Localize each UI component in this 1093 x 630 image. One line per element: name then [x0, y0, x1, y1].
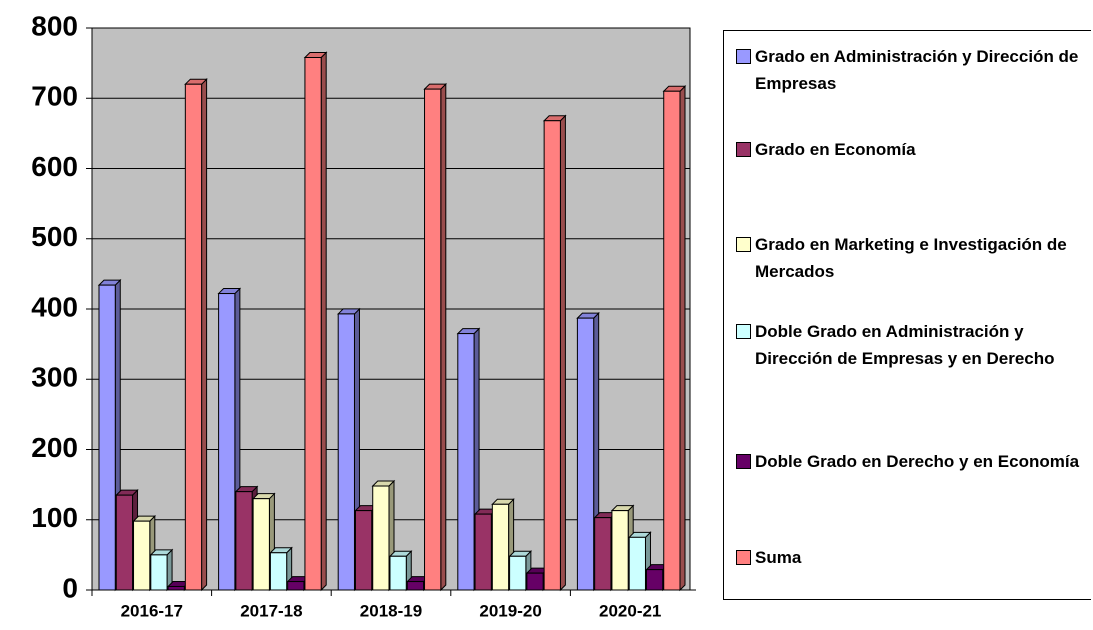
bar-side — [679, 85, 686, 592]
bar — [576, 317, 595, 591]
bar — [372, 485, 390, 591]
y-tick-label: 400 — [31, 291, 78, 322]
legend-label: Suma — [755, 548, 802, 567]
y-tick-label: 0 — [62, 572, 78, 603]
x-tick-label: 2018-19 — [360, 601, 422, 620]
legend-entry: Doble Grado en Administración y Direcció… — [736, 318, 1086, 372]
bar — [594, 517, 612, 591]
legend-swatch — [736, 142, 751, 157]
bar — [424, 88, 442, 591]
bar — [184, 83, 203, 591]
legend-swatch — [736, 550, 751, 565]
legend-swatch — [736, 454, 751, 469]
legend: Grado en Administración y Dirección de E… — [723, 30, 1091, 600]
bar-side — [559, 114, 566, 592]
bar — [526, 572, 544, 591]
bar — [287, 581, 305, 591]
bar-side — [201, 77, 208, 592]
bar — [354, 510, 373, 591]
legend-label: Grado en Economía — [755, 140, 916, 159]
bar — [235, 491, 253, 591]
bar — [406, 581, 425, 591]
bar — [457, 333, 475, 591]
legend-swatch — [736, 49, 751, 64]
legend-label: Grado en Marketing e Investigación de Me… — [755, 235, 1067, 281]
y-tick-label: 800 — [31, 10, 78, 41]
bar — [509, 555, 527, 591]
legend-entry: Doble Grado en Derecho y en Economía — [736, 448, 1086, 475]
y-tick-label: 500 — [31, 221, 78, 252]
legend-entry: Suma — [736, 544, 1086, 571]
legend-label: Grado en Administración y Dirección de E… — [755, 47, 1079, 93]
legend-entry: Grado en Administración y Dirección de E… — [736, 43, 1086, 97]
x-tick-label: 2017-18 — [240, 601, 302, 620]
bar — [663, 90, 681, 591]
bar — [269, 552, 288, 591]
x-tick-label: 2019-20 — [479, 601, 541, 620]
bar — [474, 513, 492, 591]
bar — [337, 313, 355, 591]
bar — [218, 293, 236, 591]
legend-entry: Grado en Marketing e Investigación de Me… — [736, 231, 1086, 285]
bar — [98, 284, 116, 591]
legend-label: Doble Grado en Administración y Direcció… — [755, 322, 1055, 368]
bar — [543, 120, 561, 591]
bar — [645, 569, 664, 591]
bar — [304, 57, 322, 591]
chart: 0 100 200 300 400 500 600 700 800 2016-17 2017-18 2… — [31, 10, 696, 620]
y-tick-label: 200 — [31, 432, 78, 463]
bar — [389, 555, 407, 591]
bar — [628, 536, 646, 591]
bar — [611, 510, 629, 591]
bar — [150, 554, 168, 591]
x-tick-label: 2016-17 — [121, 601, 183, 620]
bar — [252, 498, 270, 591]
bar — [491, 503, 510, 591]
legend-swatch — [736, 237, 751, 252]
y-tick-label: 700 — [31, 81, 78, 112]
y-tick-label: 600 — [31, 151, 78, 182]
legend-swatch — [736, 324, 751, 339]
legend-entry: Grado en Economía — [736, 136, 1086, 163]
bar-side — [320, 51, 327, 592]
bar — [133, 520, 151, 591]
bar — [115, 494, 134, 591]
bar-side — [440, 82, 447, 592]
y-tick-label: 100 — [31, 502, 78, 533]
y-tick-label: 300 — [31, 362, 78, 393]
legend-label: Doble Grado en Derecho y en Economía — [755, 452, 1080, 471]
bar — [167, 585, 185, 591]
x-tick-label: 2020-21 — [599, 601, 661, 620]
